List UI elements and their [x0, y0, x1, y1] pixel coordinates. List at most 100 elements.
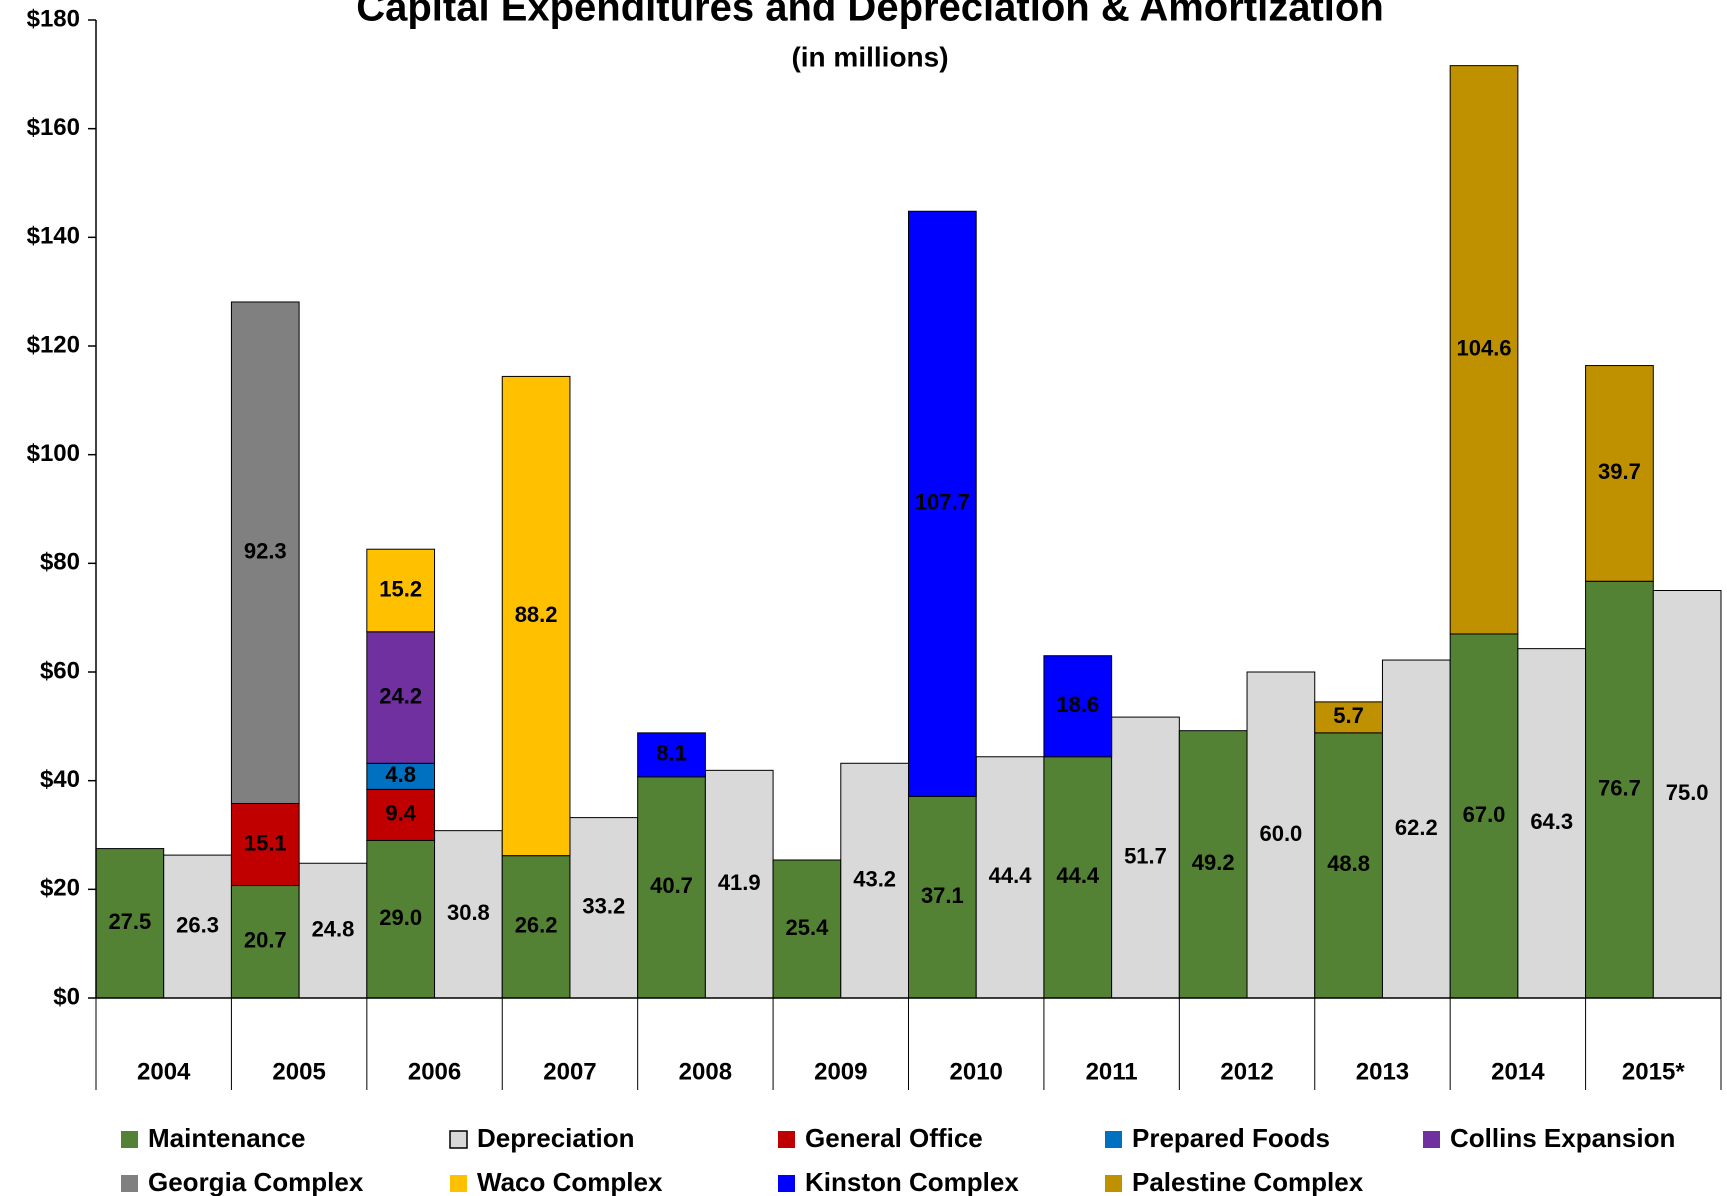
bar-segment — [230, 301, 300, 804]
legend-swatch — [121, 1175, 138, 1192]
x-tick-label: 2006 — [408, 1058, 461, 1085]
x-tick-label: 2010 — [950, 1058, 1003, 1085]
data-label: 44.4 — [989, 863, 1033, 888]
data-label: 39.7 — [1598, 459, 1641, 484]
data-label: 67.0 — [1463, 802, 1506, 827]
x-tick-label: 2014 — [1491, 1058, 1545, 1085]
x-tick-label: 2005 — [272, 1058, 325, 1085]
data-label: 60.0 — [1259, 821, 1302, 846]
legend-label: General Office — [805, 1123, 983, 1153]
chart-title: Capital Expenditures and Depreciation & … — [356, 0, 1384, 30]
bar-segment — [1111, 716, 1180, 999]
bar-segment — [1517, 648, 1587, 999]
bar-segment — [366, 548, 436, 633]
y-tick-label: $20 — [40, 875, 80, 902]
legend-label: Depreciation — [477, 1123, 635, 1153]
data-label: 18.6 — [1056, 692, 1099, 717]
data-label: 15.2 — [379, 576, 422, 601]
data-label: 9.4 — [385, 801, 416, 826]
data-label: 104.6 — [1456, 336, 1511, 361]
bar-segment — [366, 839, 436, 999]
y-tick-label: $80 — [40, 549, 80, 576]
legend-swatch — [121, 1131, 138, 1148]
y-tick-label: $100 — [27, 440, 80, 467]
bar-segment — [772, 859, 842, 999]
legend-swatch — [1105, 1131, 1122, 1148]
legend-swatch — [449, 1130, 468, 1149]
x-tick-label: 2015* — [1622, 1058, 1685, 1085]
data-label: 5.7 — [1333, 703, 1364, 728]
data-label: 8.1 — [656, 741, 687, 766]
x-tick-label: 2004 — [137, 1058, 191, 1085]
legend-label: Palestine Complex — [1132, 1167, 1364, 1196]
data-label: 62.2 — [1395, 815, 1438, 840]
legend-label: Prepared Foods — [1132, 1123, 1330, 1153]
data-label: 64.3 — [1530, 809, 1573, 834]
y-tick-label: $40 — [40, 766, 80, 793]
data-label: 27.5 — [108, 909, 151, 934]
bar-segment — [366, 631, 436, 764]
data-label: 43.2 — [853, 866, 896, 891]
data-label: 20.7 — [244, 928, 287, 953]
x-tick-label: 2011 — [1086, 1058, 1138, 1085]
bar-segment — [163, 854, 232, 999]
chart-subtitle: (in millions) — [791, 41, 948, 72]
data-label: 25.4 — [786, 915, 830, 940]
legend-label: Kinston Complex — [805, 1167, 1019, 1196]
data-label: 33.2 — [582, 894, 625, 919]
x-tick-label: 2007 — [543, 1058, 596, 1085]
legend-label: Georgia Complex — [148, 1167, 364, 1196]
bar-segment — [1043, 655, 1113, 758]
data-label: 49.2 — [1192, 850, 1235, 875]
data-label: 40.7 — [650, 873, 693, 898]
bar-segment — [1246, 671, 1316, 999]
bar-segment — [1652, 590, 1722, 999]
bar-segment — [366, 762, 436, 790]
y-tick-label: $160 — [27, 114, 80, 141]
legend-swatch — [1423, 1131, 1440, 1148]
data-label: 37.1 — [921, 883, 964, 908]
bar-segment — [230, 802, 300, 887]
data-label: 4.8 — [385, 762, 416, 787]
bar-segment — [637, 776, 706, 999]
bar-segment — [637, 732, 706, 778]
data-label: 76.7 — [1598, 775, 1641, 800]
y-tick-label: $120 — [27, 331, 80, 358]
data-label: 26.3 — [176, 912, 219, 937]
data-label: 15.1 — [244, 830, 287, 855]
data-label: 24.8 — [312, 916, 355, 941]
legend-label: Waco Complex — [477, 1167, 663, 1196]
data-label: 75.0 — [1666, 780, 1709, 805]
x-tick-label: 2008 — [679, 1058, 732, 1085]
data-label: 30.8 — [447, 900, 490, 925]
y-tick-label: $60 — [40, 657, 80, 684]
bar-segment — [1314, 701, 1383, 734]
y-tick-label: $140 — [27, 223, 80, 250]
bar-segment — [1449, 65, 1519, 635]
data-label: 41.9 — [718, 870, 761, 895]
bar-segment — [1314, 732, 1383, 999]
bar-segment — [501, 855, 571, 999]
bar-segment — [366, 788, 436, 841]
data-label: 51.7 — [1124, 843, 1167, 868]
data-label: 29.0 — [379, 905, 422, 930]
legend-swatch — [450, 1175, 467, 1192]
data-label: 48.8 — [1327, 851, 1370, 876]
y-tick-label: $0 — [53, 983, 80, 1010]
data-label: 24.2 — [379, 683, 422, 708]
bar-segment — [1585, 365, 1654, 582]
legend-label: Maintenance — [148, 1123, 306, 1153]
legend-swatch — [1105, 1175, 1122, 1192]
data-label: 92.3 — [244, 539, 287, 564]
bar-segment — [569, 817, 639, 999]
bar-segment — [501, 375, 571, 857]
x-tick-label: 2013 — [1356, 1058, 1409, 1085]
legend-label: Collins Expansion — [1450, 1123, 1675, 1153]
data-label: 44.4 — [1056, 863, 1100, 888]
bar-segment — [434, 830, 503, 999]
bar-segment — [840, 762, 910, 999]
x-tick-label: 2012 — [1220, 1058, 1273, 1085]
bar-segment — [908, 210, 977, 797]
data-label: 26.2 — [515, 913, 558, 938]
